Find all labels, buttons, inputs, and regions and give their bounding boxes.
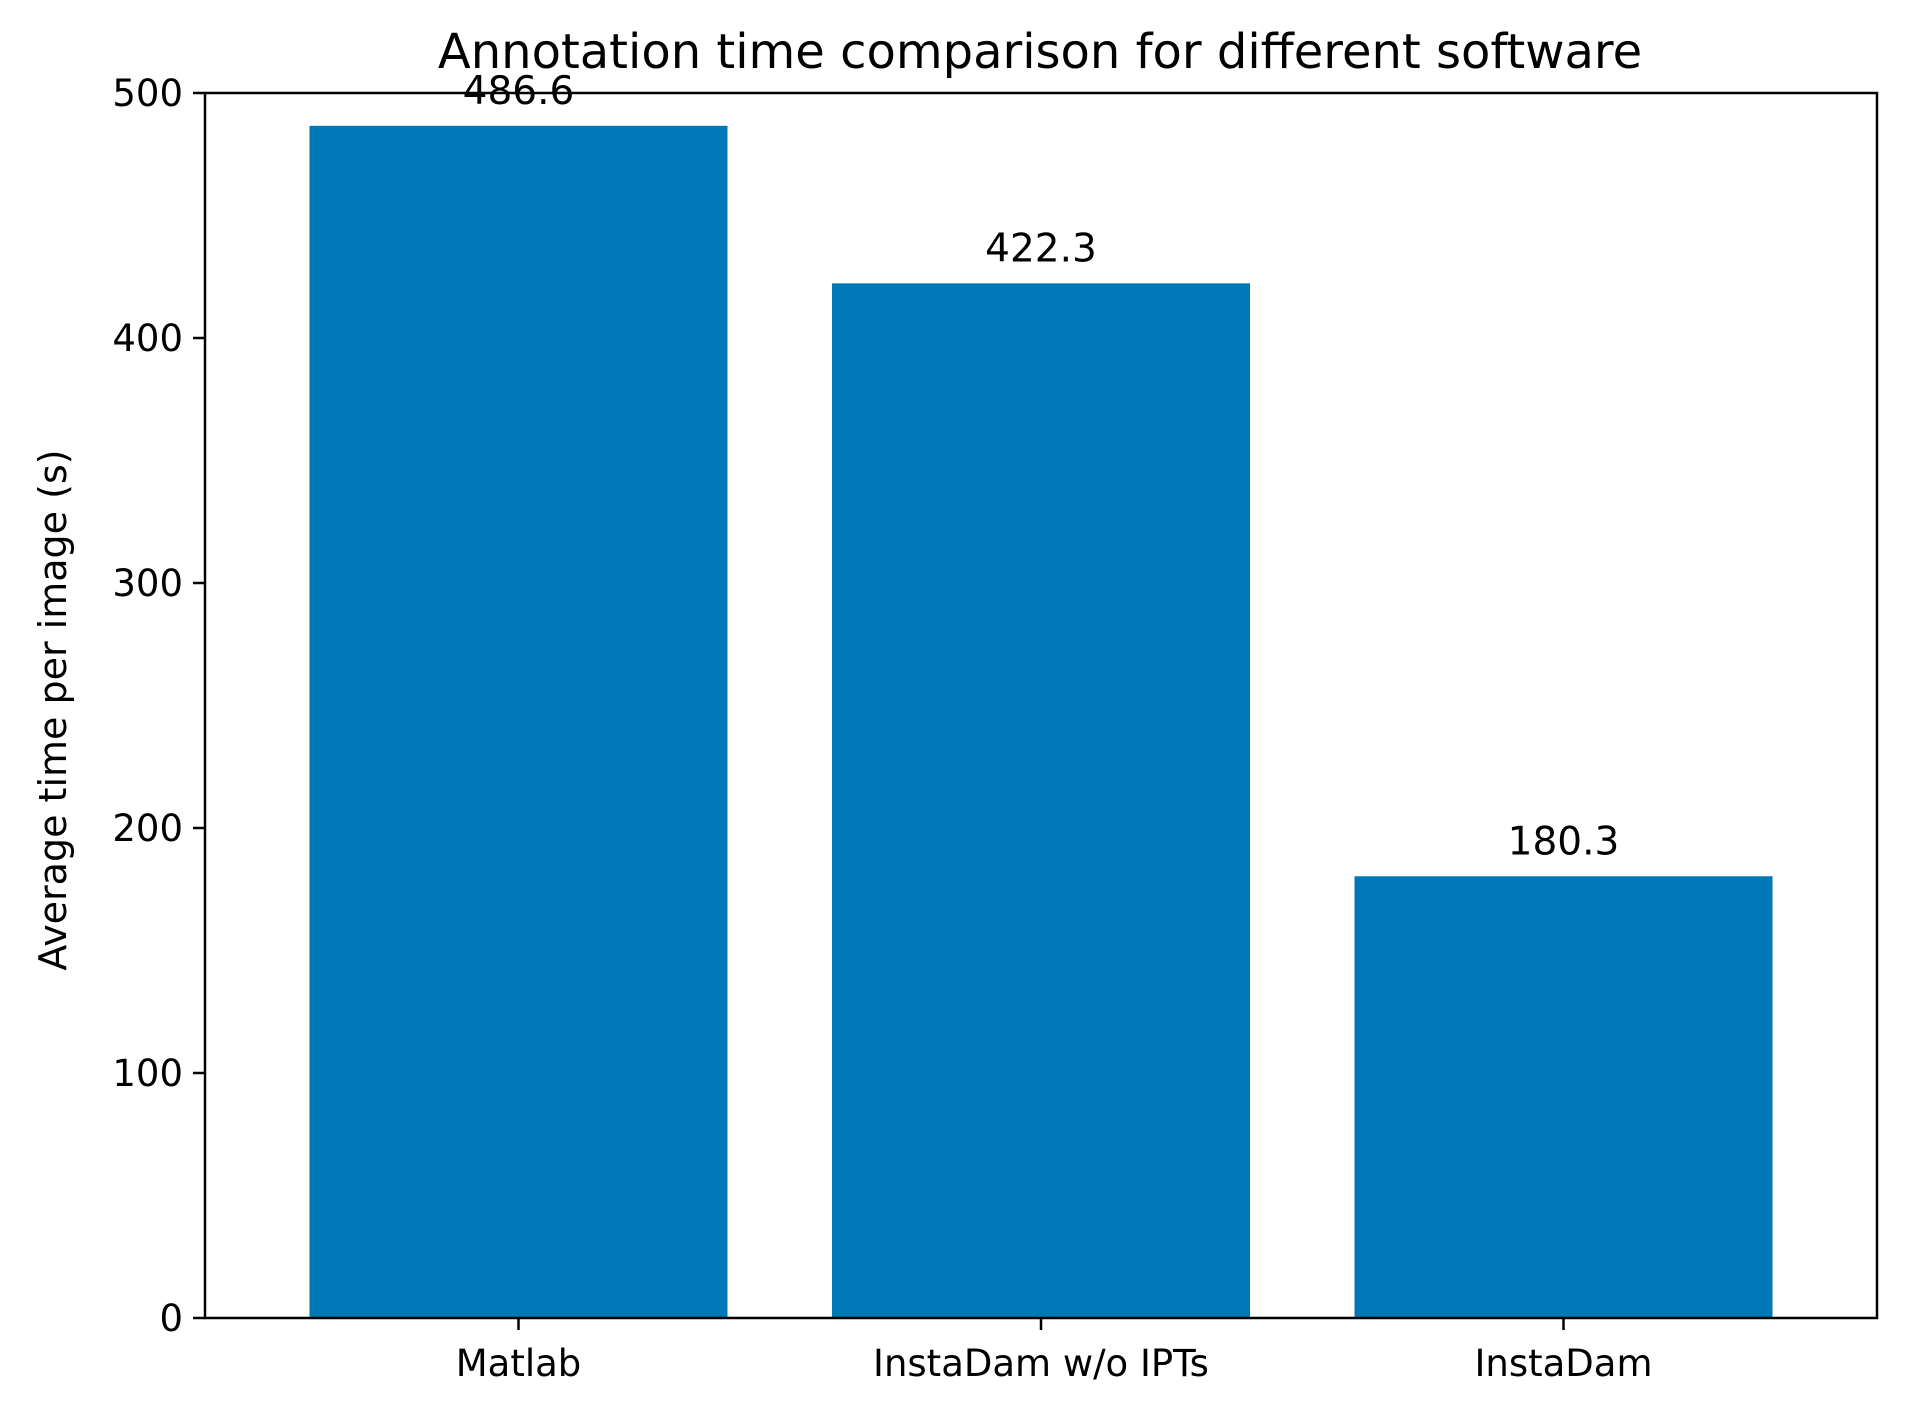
chart-title: Annotation time comparison for different… <box>438 24 1642 80</box>
bar-value-label-0: 486.6 <box>463 69 575 114</box>
bar-1 <box>832 283 1250 1318</box>
y-axis-ticks: 0 100 200 300 400 500 <box>112 72 205 1340</box>
y-axis-label: Average time per image (s) <box>31 449 75 970</box>
bar-0 <box>309 125 728 1319</box>
y-tick-label-1: 100 <box>112 1052 183 1095</box>
x-tick-label-2: InstaDam <box>1474 1342 1652 1385</box>
plot-frame <box>203 91 1879 1320</box>
y-tick-label-0: 0 <box>159 1297 183 1340</box>
bar-value-label-2: 180.3 <box>1508 819 1620 864</box>
y-tick-label-2: 200 <box>112 807 183 850</box>
bar-value-label-1: 422.3 <box>985 226 1097 271</box>
y-tick-label-4: 400 <box>112 317 183 360</box>
y-tick-label-3: 300 <box>112 562 183 605</box>
data-labels-group: 486.6 422.3 180.3 <box>463 69 1620 864</box>
x-axis-ticks: Matlab InstaDam w/o IPTs InstaDam <box>456 1318 1653 1385</box>
bar-2 <box>1354 876 1773 1318</box>
y-tick-label-5: 500 <box>112 72 183 115</box>
x-tick-label-0: Matlab <box>456 1342 582 1385</box>
x-tick-label-1: InstaDam w/o IPTs <box>873 1342 1209 1385</box>
bars-group <box>309 125 1773 1319</box>
